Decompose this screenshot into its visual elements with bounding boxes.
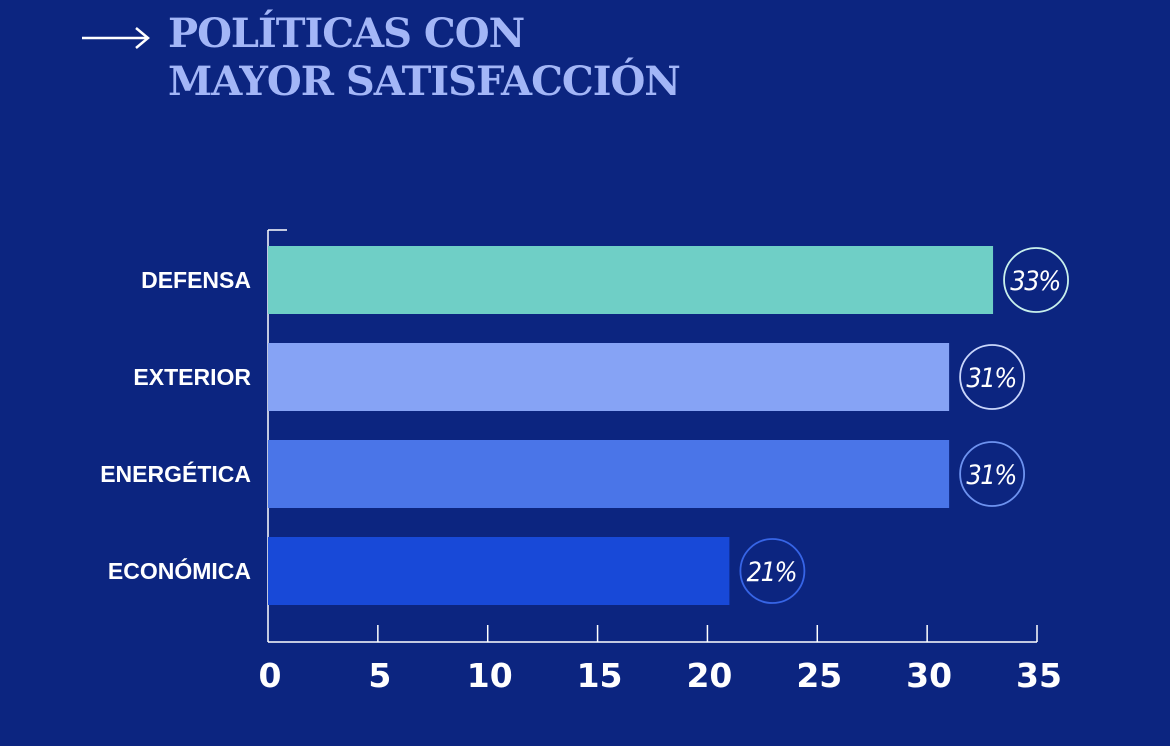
x-tick-label-10: 10 — [467, 656, 513, 695]
value-badge-energetica — [959, 441, 1026, 507]
value-label-economica: 21% — [747, 557, 797, 588]
value-label-exterior: 31% — [966, 363, 1016, 394]
x-tick-label-15: 15 — [577, 656, 623, 695]
bar-economica — [268, 537, 730, 605]
category-label-defensa: DEFENSA — [141, 267, 251, 293]
value-badge-exterior — [959, 344, 1026, 410]
chart-title-line-2: MAYOR SATISFACCIÓN — [168, 58, 681, 105]
chart-title: POLÍTICAS CON MAYOR SATISFACCIÓN — [168, 10, 681, 106]
bar-exterior — [268, 343, 950, 411]
x-tick-label-30: 30 — [906, 656, 952, 695]
arrow-right-icon — [82, 27, 150, 49]
value-badge-economica — [739, 538, 806, 604]
bar-defensa — [268, 246, 994, 314]
x-tick-label-35: 35 — [1016, 656, 1062, 695]
value-label-energetica: 31% — [966, 460, 1016, 491]
value-badge-defensa — [1003, 247, 1069, 313]
category-label-exterior: EXTERIOR — [133, 364, 251, 390]
category-label-economica: ECONÓMICA — [108, 557, 251, 584]
category-label-energetica: ENERGÉTICA — [100, 460, 251, 487]
x-tick-label-5: 5 — [368, 656, 391, 695]
bar-energetica — [268, 440, 950, 508]
x-tick-label-25: 25 — [796, 656, 842, 695]
value-label-defensa: 33% — [1010, 266, 1060, 297]
x-tick-label-20: 20 — [686, 656, 732, 695]
chart-title-line-1: POLÍTICAS CON — [168, 10, 525, 57]
x-tick-label-0: 0 — [259, 656, 282, 695]
